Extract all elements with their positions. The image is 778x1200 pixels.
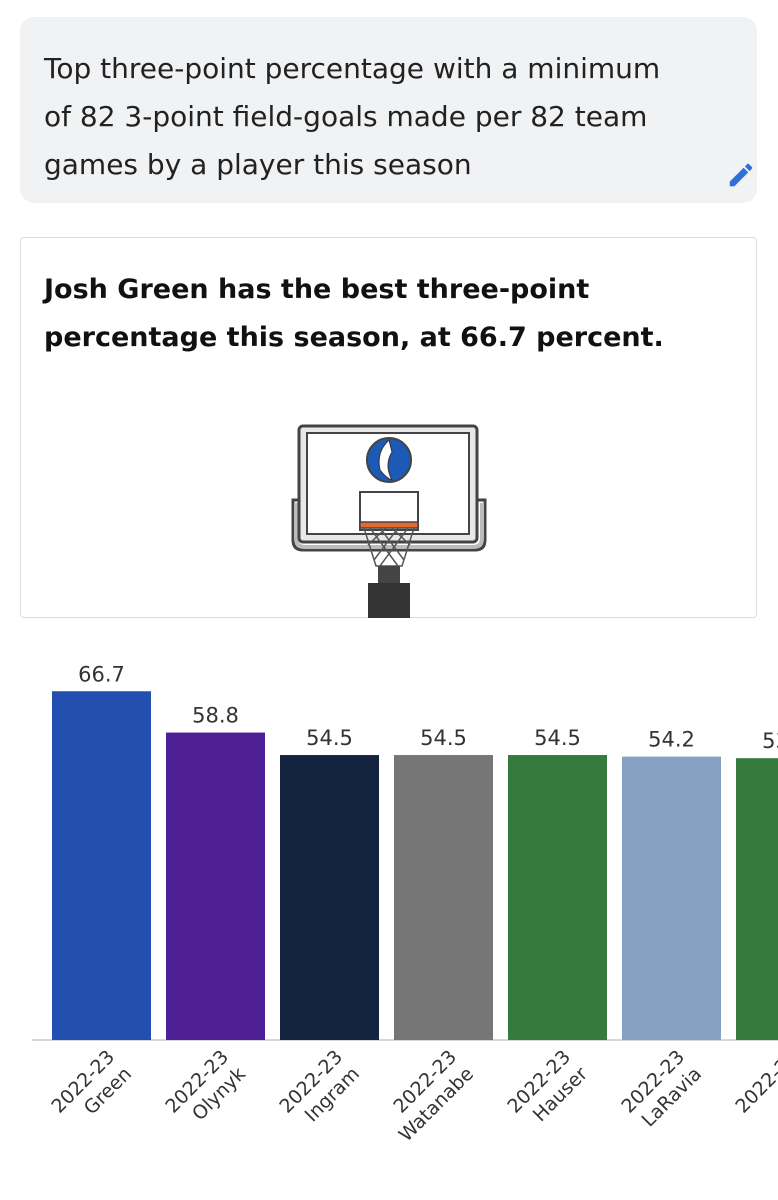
bar: [622, 756, 721, 1040]
value-label: 66.7: [78, 662, 125, 686]
bar: [394, 755, 493, 1040]
value-label: 54.5: [420, 726, 467, 750]
bar: [508, 755, 607, 1040]
edit-button[interactable]: [726, 160, 756, 190]
bar: [52, 691, 151, 1040]
query-text: Top three-point percentage with a minimu…: [44, 52, 661, 181]
value-label: 54.5: [306, 726, 353, 750]
bar: [280, 755, 379, 1040]
x-tick-season: 2022-23: [731, 1046, 778, 1118]
hoop-illustration: [291, 424, 487, 618]
answer-text: Josh Green has the best three-point perc…: [44, 274, 664, 353]
bar: [736, 758, 778, 1040]
value-label: 58.8: [192, 704, 239, 728]
value-label: 54.5: [534, 726, 581, 750]
x-tick-label: 2022-23W: [731, 1046, 778, 1118]
query-box: Top three-point percentage with a minimu…: [20, 17, 757, 203]
bar: [166, 732, 265, 1040]
value-label: 53.9: [762, 729, 778, 753]
value-label: 54.2: [648, 728, 695, 752]
